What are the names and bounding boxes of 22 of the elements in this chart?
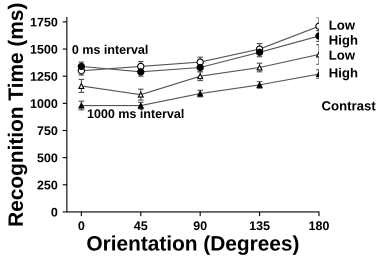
y-tick-label: 1500 (30, 44, 58, 54)
y-axis-title: Recognition Time (ms) (8, 4, 28, 226)
text: Contrast (322, 101, 376, 111)
y-tick-label: 500 (37, 153, 58, 162)
y-tick-label: 250 (37, 180, 58, 190)
x-tick-label: 135 (250, 221, 270, 230)
series-label: High (330, 68, 358, 80)
y-tick-label: 750 (38, 126, 58, 136)
y-tick-label: 1250 (30, 72, 58, 81)
y-tick-label: 0 (51, 208, 58, 217)
annotation: 0 ms interval (72, 44, 148, 54)
x-tick-label: 90 (194, 221, 207, 230)
x-tick-label: 0 (78, 221, 84, 230)
y-tick-label: 1750 (30, 18, 58, 27)
x-axis-title: Orientation (Degrees) (87, 235, 298, 255)
y-tick-label: 1000 (30, 99, 58, 108)
x-tick-label: 45 (134, 221, 148, 230)
x-tick-label: 180 (309, 221, 329, 230)
annotation: 1000 ms interval (88, 108, 184, 118)
series-label: High (330, 35, 358, 48)
series-label: Low (330, 20, 356, 30)
series-label: Low (330, 50, 356, 60)
